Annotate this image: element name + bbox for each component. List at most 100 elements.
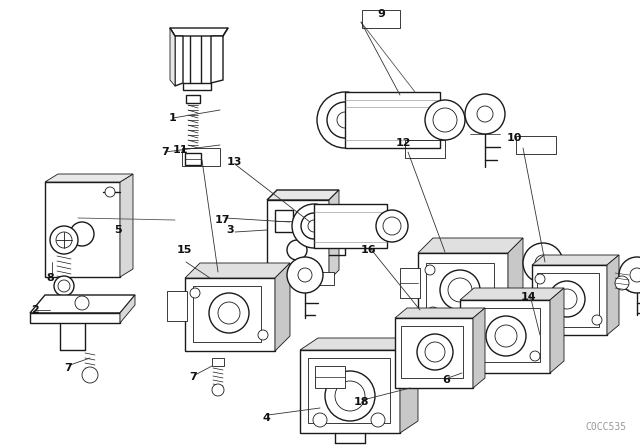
Polygon shape [170,28,175,86]
Circle shape [56,232,72,248]
Polygon shape [211,36,223,83]
Circle shape [105,187,115,197]
Circle shape [615,276,629,290]
Circle shape [417,334,453,370]
Circle shape [308,220,320,232]
Circle shape [535,255,551,271]
Polygon shape [345,92,440,148]
Polygon shape [314,204,387,248]
Polygon shape [418,238,523,253]
Bar [537,273,599,327]
Circle shape [306,219,318,231]
Polygon shape [185,153,201,165]
Polygon shape [212,358,224,366]
Bar [275,210,293,232]
Polygon shape [45,182,120,277]
Polygon shape [532,255,619,265]
Polygon shape [508,238,523,328]
Circle shape [301,213,327,239]
Circle shape [425,342,445,362]
Circle shape [433,108,457,132]
Circle shape [298,268,312,282]
Bar [426,263,494,318]
Circle shape [383,217,401,235]
Polygon shape [460,300,550,373]
Circle shape [209,293,249,333]
Polygon shape [170,28,228,36]
Polygon shape [532,265,607,335]
Circle shape [50,226,78,254]
Circle shape [486,316,526,356]
Polygon shape [418,253,508,328]
Bar [516,136,556,154]
Polygon shape [120,174,133,277]
Polygon shape [30,295,135,313]
Circle shape [592,315,602,325]
Circle shape [495,325,517,347]
Circle shape [82,367,98,383]
Bar [167,291,187,321]
Polygon shape [275,263,290,351]
Text: 1: 1 [169,113,177,123]
Polygon shape [329,190,339,280]
Circle shape [54,276,74,296]
Text: 7: 7 [161,147,169,157]
Circle shape [292,204,336,248]
Bar [401,326,463,378]
Polygon shape [300,338,418,350]
Polygon shape [185,278,275,351]
Bar [405,140,445,158]
Circle shape [58,280,70,292]
Text: 9: 9 [377,9,385,19]
Text: 4: 4 [262,413,270,423]
Circle shape [337,112,353,128]
Circle shape [448,278,472,302]
Circle shape [335,381,365,411]
Polygon shape [45,174,133,182]
Text: 10: 10 [506,133,522,143]
Circle shape [425,100,465,140]
Circle shape [287,240,307,260]
Circle shape [619,257,640,293]
Circle shape [440,270,480,310]
Text: 13: 13 [227,157,242,167]
Circle shape [75,296,89,310]
Polygon shape [300,350,400,433]
Bar [308,358,390,423]
Circle shape [630,268,640,282]
Text: 11: 11 [172,145,188,155]
Circle shape [523,243,563,283]
Polygon shape [460,288,564,300]
Polygon shape [267,190,339,200]
Text: 16: 16 [360,245,376,255]
Bar [362,10,400,28]
Polygon shape [185,263,290,278]
Circle shape [477,106,493,122]
Bar [315,366,345,388]
Polygon shape [395,318,473,388]
Text: 8: 8 [46,273,54,283]
Polygon shape [262,272,334,285]
Circle shape [465,94,505,134]
Circle shape [557,289,577,309]
Text: 5: 5 [114,225,122,235]
Circle shape [313,413,327,427]
Bar [182,148,220,166]
Text: 18: 18 [353,397,369,407]
Polygon shape [120,295,135,323]
Text: 14: 14 [520,292,536,302]
Circle shape [190,288,200,298]
Circle shape [530,351,540,361]
Polygon shape [395,308,485,318]
Text: C0CC535: C0CC535 [585,422,626,432]
Polygon shape [183,83,211,90]
Text: 3: 3 [226,225,234,235]
Circle shape [549,281,585,317]
Circle shape [325,371,375,421]
Polygon shape [550,288,564,373]
Circle shape [371,413,385,427]
Polygon shape [400,338,418,433]
Circle shape [212,384,224,396]
Circle shape [218,302,240,324]
Bar [193,286,261,342]
